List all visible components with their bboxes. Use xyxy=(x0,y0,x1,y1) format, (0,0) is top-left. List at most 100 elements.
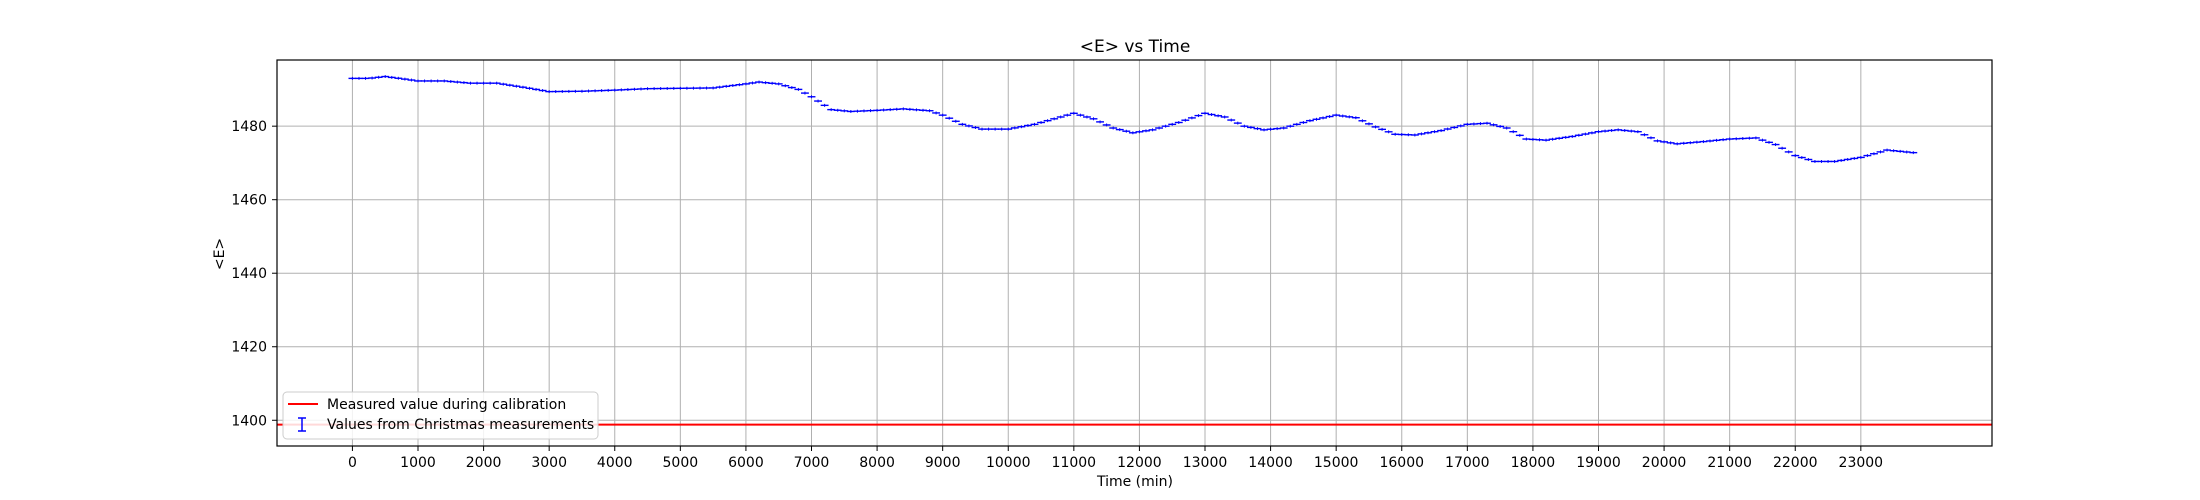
x-axis-label: Time (min) xyxy=(1096,474,1173,490)
data-point xyxy=(1240,124,1249,128)
data-point xyxy=(958,122,967,126)
data-point xyxy=(709,86,718,90)
data-point xyxy=(1004,127,1013,131)
data-point xyxy=(1069,111,1078,115)
x-tick-label: 18000 xyxy=(1511,455,1556,471)
x-tick-label: 10000 xyxy=(986,455,1031,471)
data-point xyxy=(1096,120,1105,124)
x-tick-label: 15000 xyxy=(1314,455,1359,471)
data-point xyxy=(1850,156,1859,160)
data-point xyxy=(1843,157,1852,161)
data-point xyxy=(1109,126,1118,130)
data-point xyxy=(492,81,501,85)
data-point xyxy=(814,99,822,103)
data-point xyxy=(938,113,947,117)
data-point xyxy=(486,81,495,85)
data-point xyxy=(1647,136,1655,140)
x-tick-label: 1000 xyxy=(400,455,436,471)
x-tick-label: 5000 xyxy=(663,455,699,471)
data-point xyxy=(1489,123,1498,127)
data-point xyxy=(801,91,809,95)
y-tick-label: 1460 xyxy=(231,193,267,209)
data-point xyxy=(1312,117,1321,121)
data-point xyxy=(1037,121,1045,124)
data-point xyxy=(1345,115,1354,119)
data-point xyxy=(951,119,960,123)
data-point xyxy=(1640,133,1649,137)
x-tick-label: 11000 xyxy=(1052,455,1097,471)
data-point xyxy=(1076,113,1085,117)
data-point xyxy=(1437,129,1446,133)
data-point xyxy=(1292,122,1301,126)
data-point xyxy=(1378,127,1387,131)
data-point xyxy=(1483,121,1491,125)
x-tick-label: 20000 xyxy=(1642,455,1687,471)
data-point xyxy=(1128,131,1137,135)
x-tick-label: 12000 xyxy=(1117,455,1162,471)
data-point xyxy=(1758,138,1767,142)
data-point xyxy=(1279,126,1288,130)
data-point xyxy=(1548,137,1557,141)
data-point xyxy=(1751,136,1760,140)
data-point xyxy=(722,84,731,88)
data-point xyxy=(1456,124,1465,128)
data-point xyxy=(1332,113,1341,117)
data-point xyxy=(1837,158,1846,162)
data-point xyxy=(1856,155,1865,159)
data-point xyxy=(1581,132,1590,136)
data-point xyxy=(519,85,527,89)
data-point xyxy=(1102,123,1111,127)
data-point xyxy=(1371,125,1380,129)
data-point xyxy=(1515,133,1524,137)
legend: Measured value during calibration Values… xyxy=(282,391,599,440)
data-point xyxy=(1306,119,1314,123)
data-point xyxy=(538,89,547,92)
data-point xyxy=(1187,116,1196,120)
x-tick-label: 3000 xyxy=(531,455,567,471)
data-point xyxy=(1804,158,1813,161)
data-point xyxy=(1542,138,1550,142)
data-point xyxy=(932,111,941,115)
data-point xyxy=(748,81,757,85)
data-point xyxy=(1870,152,1878,156)
data-point xyxy=(1253,127,1262,131)
data-point xyxy=(774,82,783,86)
data-point xyxy=(1155,126,1164,130)
legend-errorbar-icon xyxy=(298,417,306,432)
chart-title: <E> vs Time xyxy=(1080,37,1191,57)
data-point xyxy=(1863,154,1872,158)
x-tick-label: 17000 xyxy=(1445,455,1490,471)
data-point xyxy=(1115,128,1124,132)
data-point xyxy=(394,76,403,80)
data-point xyxy=(1286,124,1295,128)
data-point xyxy=(1063,113,1072,117)
data-point xyxy=(1791,154,1800,158)
data-point xyxy=(499,82,508,86)
data-point xyxy=(1443,127,1452,131)
plot-frame xyxy=(276,59,1993,447)
data-point xyxy=(735,83,744,87)
x-tick-label: 4000 xyxy=(597,455,633,471)
grid xyxy=(277,60,1992,446)
data-point xyxy=(1319,116,1327,120)
data-point xyxy=(1410,133,1419,137)
data-point xyxy=(1056,115,1065,119)
data-point xyxy=(1233,121,1242,125)
data-point xyxy=(1830,159,1839,163)
data-point xyxy=(1122,129,1131,133)
data-point xyxy=(945,116,954,120)
data-point xyxy=(1424,131,1432,135)
y-tick-label: 1400 xyxy=(231,413,267,429)
data-point xyxy=(374,75,383,79)
data-point xyxy=(1043,119,1052,123)
data-point xyxy=(512,84,521,88)
data-point xyxy=(1660,140,1669,144)
data-point xyxy=(368,76,377,80)
data-point xyxy=(1338,114,1347,118)
data-point xyxy=(1771,143,1780,147)
data-point xyxy=(1148,128,1157,132)
y-tick-label: 1420 xyxy=(231,340,267,356)
y-tick-label: 1440 xyxy=(231,266,267,282)
data-point xyxy=(781,84,790,88)
